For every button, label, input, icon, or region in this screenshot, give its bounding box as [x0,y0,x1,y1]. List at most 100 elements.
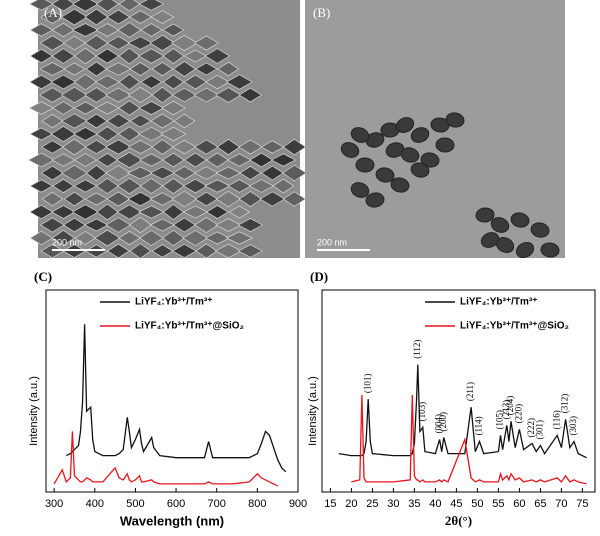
particle [173,113,196,129]
particle [63,191,86,207]
particle [193,35,219,51]
particle [272,178,295,194]
x-tick-label: 20 [345,498,357,510]
particle [515,241,535,259]
x-tick-label: 40 [429,498,441,510]
particle [225,74,253,90]
x-tick-label: 70 [555,498,567,510]
particle [206,204,229,220]
panel-label: (A) [44,5,62,20]
particle [400,147,420,163]
peak-label: (204) [505,396,515,416]
particle [270,153,296,167]
particle [106,243,130,259]
x-tick-label: 75 [576,498,588,510]
x-tick-label: 700 [208,498,226,510]
legend-label: LiYF₄:Yb³⁺/Tm³⁺@SiO₂ [460,321,569,332]
particle [129,243,152,259]
particle [390,177,410,193]
particle [510,212,530,228]
particle [410,127,430,143]
particle [160,126,187,142]
particle [540,242,560,258]
x-tick-label: 500 [126,498,144,510]
spectrum-line [338,364,587,459]
particle [140,75,163,89]
peak-label: (303) [568,416,578,436]
particle [350,127,370,143]
particle [395,117,415,133]
scale-label: 200 nm [52,237,82,247]
x-tick-label: 45 [450,498,462,510]
particle [41,191,64,207]
panel-label: (B) [313,5,330,20]
particle [237,218,264,232]
particle [480,232,500,248]
x-tick-label: 35 [408,498,420,510]
particle [340,142,360,158]
particle [162,23,185,37]
legend-label: LiYF₄:Yb³⁺/Tm³⁺ [460,297,538,308]
particle [475,207,495,223]
particle [239,165,262,181]
particle [118,73,141,91]
x-axis-label: Wavelength (nm) [120,513,224,528]
x-axis-label: 2θ(°) [445,513,472,528]
particle [355,157,375,173]
panel-label: (D) [310,269,328,284]
particle [162,152,185,168]
peak-label: (116) [551,410,561,429]
particle [490,217,510,233]
x-tick-label: 900 [289,498,307,510]
particle [228,205,251,219]
x-tick-label: 55 [492,498,504,510]
peak-label: (004) [434,414,444,434]
particle [350,182,370,198]
legend-label: LiYF₄:Yb³⁺/Tm³⁺ [135,297,213,308]
particle [95,0,119,12]
particle [530,222,550,238]
peak-label: (114) [474,416,484,435]
spectrum-line [66,324,287,473]
x-tick-label: 25 [366,498,378,510]
peak-label: (222) [526,418,536,438]
particle [435,137,455,153]
peak-label: (301) [534,420,544,440]
plot-frame [321,289,596,493]
particle [95,48,120,64]
particle [63,62,86,76]
particle [385,142,405,158]
peak-label: (101) [362,374,372,394]
peak-label: (103) [417,402,427,422]
particle [51,229,75,247]
particle [238,87,263,103]
x-tick-label: 400 [86,498,104,510]
particle [162,74,185,90]
particle [217,61,240,77]
particle [129,62,152,76]
particle [73,153,98,167]
particle [151,61,174,77]
x-tick-label: 50 [471,498,483,510]
spectrum-line [53,431,278,487]
particle [138,0,165,11]
particle [204,48,231,64]
x-tick-label: 800 [248,498,266,510]
particles-b [340,112,560,259]
particle [375,167,395,183]
particle [237,244,264,258]
x-tick-label: 30 [387,498,399,510]
x-tick-label: 600 [167,498,185,510]
peak-label: (112) [412,340,422,359]
scale-label: 200 nm [317,237,347,247]
plot-frame [45,289,299,493]
legend-label: LiYF₄:Yb³⁺/Tm³⁺@SiO₂ [135,321,244,332]
particle [195,62,218,76]
particle [150,10,175,24]
x-tick-label: 60 [513,498,525,510]
particle [106,113,131,129]
particle [365,132,385,148]
peak-label: (211) [465,382,475,401]
particle [410,162,430,178]
